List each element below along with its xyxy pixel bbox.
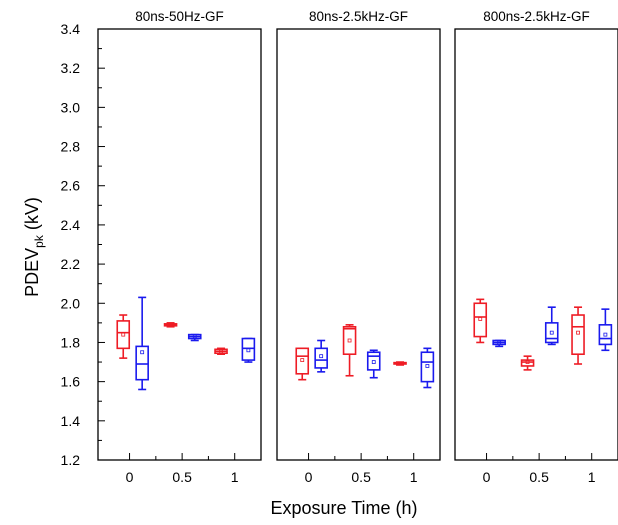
- mean-marker: [398, 361, 402, 366]
- mean-marker: [371, 360, 376, 364]
- box-red: [163, 322, 178, 328]
- iqr-box: [135, 345, 149, 381]
- x-tick-label: 0.5: [172, 469, 192, 485]
- panel-frame: [454, 28, 618, 461]
- x-tick-label: 0: [483, 469, 491, 485]
- y-tick-label: 3.4: [61, 21, 81, 37]
- panel: 800ns-2.5kHz-GF 0 0.5 1: [454, 9, 618, 485]
- iqr-box: [520, 359, 535, 367]
- panel: 80ns-50Hz-GF 0 0.5 1: [97, 9, 262, 485]
- y-tick-label: 2.6: [61, 178, 81, 194]
- iqr-box: [366, 351, 381, 371]
- mean-marker: [246, 348, 251, 353]
- mean-marker: [168, 322, 173, 327]
- y-tick-label: 2.0: [61, 295, 81, 311]
- mean-marker: [121, 332, 126, 337]
- box-blue: [420, 347, 435, 389]
- mean-marker: [219, 349, 223, 354]
- panel-title: 80ns-50Hz-GF: [135, 9, 224, 24]
- iqr-box: [571, 314, 585, 356]
- mean-marker: [300, 358, 305, 362]
- iqr-box: [295, 347, 310, 375]
- box-blue: [314, 339, 328, 373]
- iqr-box: [342, 325, 357, 356]
- mean-marker: [192, 334, 197, 339]
- box-red: [116, 314, 131, 359]
- y-tick-label: 1.4: [61, 413, 81, 429]
- y-axis-title-main: PDEV: [22, 248, 42, 297]
- iqr-box: [473, 302, 488, 338]
- mean-marker: [525, 360, 530, 364]
- box-red: [393, 361, 407, 366]
- y-tick-label: 1.2: [61, 452, 81, 468]
- box-red: [571, 306, 585, 365]
- y-tick-label: 2.2: [61, 256, 81, 272]
- y-axis-title-subscript: pk: [32, 234, 46, 248]
- box-blue: [135, 296, 149, 391]
- x-tick-label: 0: [126, 469, 134, 485]
- iqr-box: [420, 351, 435, 383]
- y-tick-label: 2.4: [61, 217, 81, 233]
- panel: 80ns-2.5kHz-GF 0 0.5 1: [276, 9, 441, 485]
- iqr-box: [116, 320, 131, 350]
- x-tick-label: 0.5: [529, 469, 549, 485]
- box-blue: [366, 349, 381, 379]
- iqr-box: [544, 322, 559, 344]
- box-red: [520, 355, 535, 371]
- mean-marker: [347, 338, 352, 343]
- iqr-box: [314, 347, 328, 369]
- iqr-box: [241, 337, 256, 361]
- box-blue: [187, 333, 202, 342]
- box-red: [473, 298, 488, 344]
- mean-marker: [319, 354, 324, 359]
- x-axis-title: Exposure Time (h): [270, 498, 417, 518]
- panel-title: 800ns-2.5kHz-GF: [483, 9, 590, 24]
- y-axis-title-unit: (kV): [22, 197, 42, 235]
- y-tick-label: 2.8: [61, 139, 81, 155]
- box-blue: [241, 337, 256, 363]
- panel-frame: [276, 28, 441, 461]
- x-tick-label: 1: [410, 469, 418, 485]
- mean-marker: [140, 350, 145, 355]
- box-blue: [598, 308, 613, 352]
- mean-marker: [549, 330, 554, 335]
- x-tick-label: 0: [305, 469, 313, 485]
- y-axis: 1.2 1.4 1.6 1.8 2.0 2.2 2.4 2.6 2.8 3.0 3.2 3.4: [61, 21, 105, 468]
- mean-marker: [425, 364, 430, 368]
- iqr-box: [598, 324, 613, 346]
- box-red: [342, 324, 357, 377]
- x-tick-label: 1: [231, 469, 239, 485]
- box-red: [295, 347, 310, 381]
- x-tick-label: 1: [588, 469, 596, 485]
- panel-title: 80ns-2.5kHz-GF: [309, 9, 408, 24]
- x-tick-label: 0.5: [351, 469, 371, 485]
- mean-marker: [478, 317, 483, 321]
- box-blue: [492, 339, 506, 348]
- panel-frame: [97, 28, 262, 461]
- y-tick-label: 1.6: [61, 374, 81, 390]
- y-tick-label: 3.2: [61, 60, 81, 76]
- mean-marker: [497, 340, 502, 345]
- mean-marker: [576, 330, 580, 335]
- mean-marker: [603, 332, 608, 337]
- y-tick-label: 1.8: [61, 334, 81, 350]
- box-red: [214, 347, 228, 356]
- box-blue: [544, 306, 559, 346]
- y-axis-title: PDEVpk (kV): [22, 197, 46, 297]
- y-tick-label: 3.0: [61, 99, 81, 115]
